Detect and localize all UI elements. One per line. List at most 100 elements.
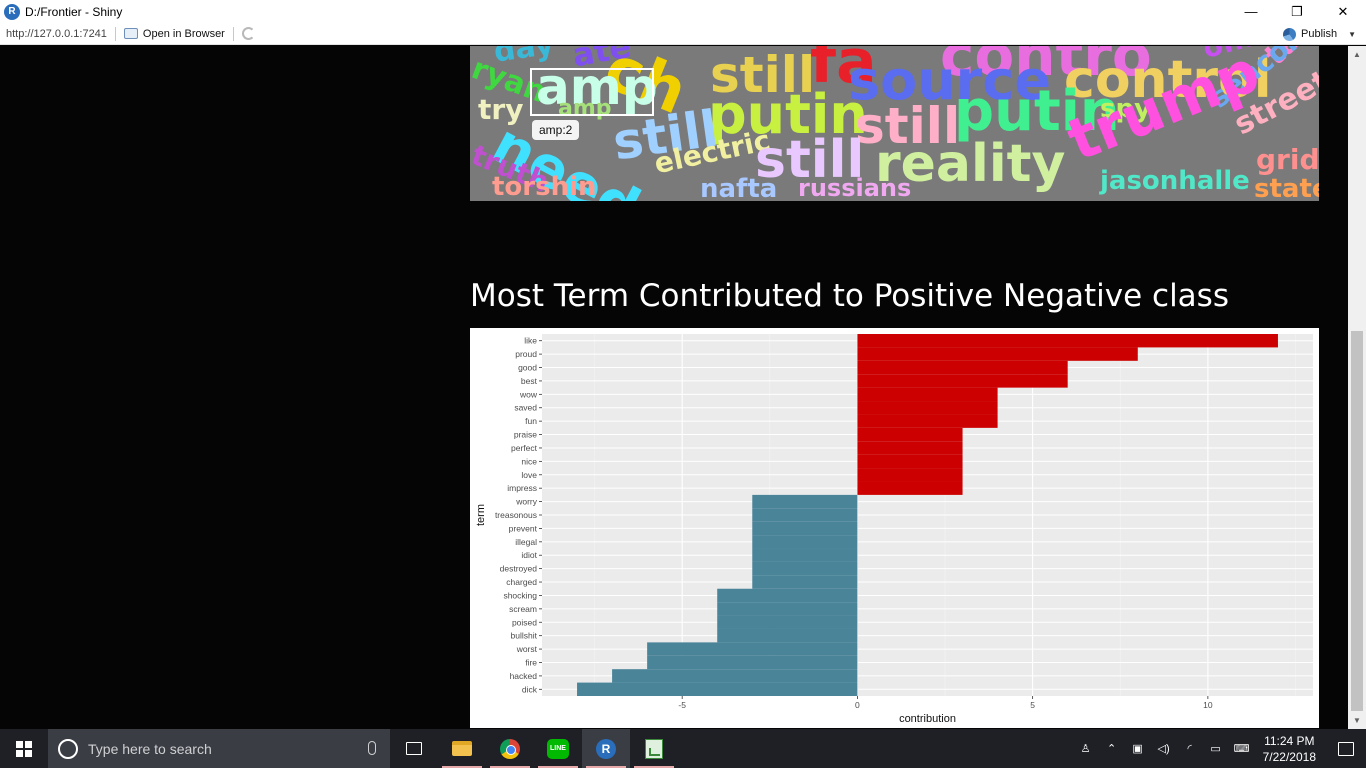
chevron-up-icon[interactable]: ⌃ xyxy=(1107,743,1117,755)
bar xyxy=(717,602,858,616)
spreadsheet-button[interactable] xyxy=(630,729,678,768)
word-cloud-word[interactable]: still xyxy=(755,130,865,190)
publish-icon xyxy=(1283,27,1296,41)
vertical-scrollbar[interactable]: ▲ ▼ xyxy=(1348,46,1366,729)
word-cloud-word[interactable]: control xyxy=(1064,50,1272,110)
hovered-word-highlight xyxy=(530,68,654,116)
y-tick-label: good xyxy=(518,363,537,373)
window-controls: — ❐ ✕ xyxy=(1228,0,1366,23)
y-tick-label: dick xyxy=(522,684,538,694)
close-button[interactable]: ✕ xyxy=(1337,3,1349,19)
task-view-button[interactable] xyxy=(390,729,438,768)
word-cloud-word[interactable]: putin xyxy=(708,83,868,146)
word-cloud-word[interactable]: contro xyxy=(940,46,1152,89)
y-tick-label: nice xyxy=(521,456,537,466)
bar xyxy=(857,441,963,455)
volume-icon[interactable]: ◁) xyxy=(1157,743,1170,755)
bar xyxy=(857,360,1068,375)
word-cloud-word[interactable]: still xyxy=(710,46,816,104)
file-explorer-button[interactable] xyxy=(438,729,486,768)
taskbar-search[interactable]: Type here to search xyxy=(48,729,390,768)
y-tick-label: hacked xyxy=(510,671,538,681)
bar xyxy=(857,468,963,482)
clock[interactable]: 11:24 PM 7/22/2018 xyxy=(1263,733,1316,765)
publish-button[interactable]: Publish ▼ xyxy=(1283,23,1356,45)
word-cloud-word[interactable]: torshin xyxy=(492,172,597,201)
word-cloud-word[interactable]: grid xyxy=(1256,143,1319,176)
y-tick-label: like xyxy=(524,336,537,346)
y-tick-label: bullshit xyxy=(511,631,538,641)
section-title: Most Term Contributed to Positive Negati… xyxy=(470,278,1229,314)
y-tick-label: shocking xyxy=(503,590,537,600)
divider xyxy=(232,26,234,41)
windows-logo-icon xyxy=(16,740,32,757)
scroll-thumb[interactable] xyxy=(1351,331,1363,711)
word-cloud-word[interactable]: putin xyxy=(954,79,1120,144)
chrome-icon xyxy=(500,738,520,759)
minimize-button[interactable]: — xyxy=(1244,4,1258,19)
chrome-button[interactable] xyxy=(486,729,534,768)
word-cloud-word[interactable]: nafta xyxy=(700,174,778,201)
y-tick-label: best xyxy=(521,376,538,386)
word-cloud[interactable]: dayatechfacontroofficryanampampstillsour… xyxy=(470,46,1319,201)
word-cloud-word[interactable]: source xyxy=(848,49,1051,112)
system-tray: ♙ ⌃ ▣ ◁) ◜ ▭ ⌨ 11:24 PM 7/22/2018 xyxy=(1073,729,1366,768)
chevron-down-icon[interactable]: ▼ xyxy=(1348,29,1356,39)
bar xyxy=(857,401,998,415)
clock-time: 11:24 PM xyxy=(1264,733,1315,748)
bar xyxy=(857,427,963,442)
network-drive-icon[interactable]: ▣ xyxy=(1132,743,1143,755)
spreadsheet-icon xyxy=(645,738,663,759)
r-app-icon: R xyxy=(596,738,616,759)
cortana-icon xyxy=(58,738,78,759)
word-tooltip: amp:2 xyxy=(532,120,580,140)
publish-label: Publish xyxy=(1301,28,1338,40)
y-tick-label: worst xyxy=(516,644,538,654)
y-tick-label: impress xyxy=(507,483,537,493)
bar xyxy=(857,414,998,428)
bar xyxy=(857,374,1068,388)
y-tick-label: destroyed xyxy=(500,564,538,574)
line-app-icon: LINE xyxy=(547,738,569,759)
divider xyxy=(114,26,116,41)
y-tick-label: wow xyxy=(519,389,538,399)
y-axis-title: term xyxy=(475,504,487,526)
word-cloud-word[interactable]: still xyxy=(855,97,961,155)
url-text[interactable]: http://127.0.0.1:7241 xyxy=(6,27,107,40)
scroll-down-icon[interactable]: ▼ xyxy=(1353,716,1361,725)
word-cloud-word[interactable]: amp xyxy=(536,58,658,116)
y-tick-label: perfect xyxy=(511,443,538,453)
bar xyxy=(577,682,858,696)
start-button[interactable] xyxy=(0,729,48,768)
word-cloud-word[interactable]: try xyxy=(478,93,524,126)
battery-icon[interactable]: ▭ xyxy=(1210,743,1221,755)
action-center-button[interactable] xyxy=(1326,729,1366,768)
y-tick-label: fire xyxy=(525,657,537,667)
rstudio-button[interactable]: R xyxy=(582,729,630,768)
word-cloud-word[interactable]: jasonhalle xyxy=(1100,166,1250,196)
bar xyxy=(857,347,1138,361)
open-in-browser-button[interactable]: Open in Browser xyxy=(123,28,225,40)
word-cloud-word[interactable]: reality xyxy=(875,134,1066,194)
bar xyxy=(752,521,858,536)
bar xyxy=(857,454,963,469)
maximize-button[interactable]: ❐ xyxy=(1291,3,1303,19)
y-tick-label: illegal xyxy=(515,537,537,547)
bar xyxy=(752,561,858,576)
bar xyxy=(647,655,858,670)
word-cloud-word[interactable]: spy xyxy=(1100,94,1152,124)
word-cloud-word[interactable]: fa xyxy=(810,46,877,97)
keyboard-icon[interactable]: ⌨ xyxy=(1233,743,1250,755)
line-button[interactable]: LINE xyxy=(534,729,582,768)
people-icon[interactable]: ♙ xyxy=(1080,743,1091,755)
wifi-icon[interactable]: ◜ xyxy=(1187,743,1192,755)
word-cloud-word[interactable]: state xyxy=(1254,174,1319,201)
word-cloud-word[interactable]: russians xyxy=(798,174,912,201)
scroll-up-icon[interactable]: ▲ xyxy=(1353,50,1361,59)
microphone-icon[interactable] xyxy=(368,741,376,755)
y-tick-label: praise xyxy=(514,430,537,440)
y-tick-label: fun xyxy=(525,416,537,426)
y-tick-label: worry xyxy=(515,497,538,507)
chart-svg: like proud good best wow saved fun praise perfec… xyxy=(475,334,1313,725)
refresh-icon[interactable] xyxy=(241,27,255,40)
